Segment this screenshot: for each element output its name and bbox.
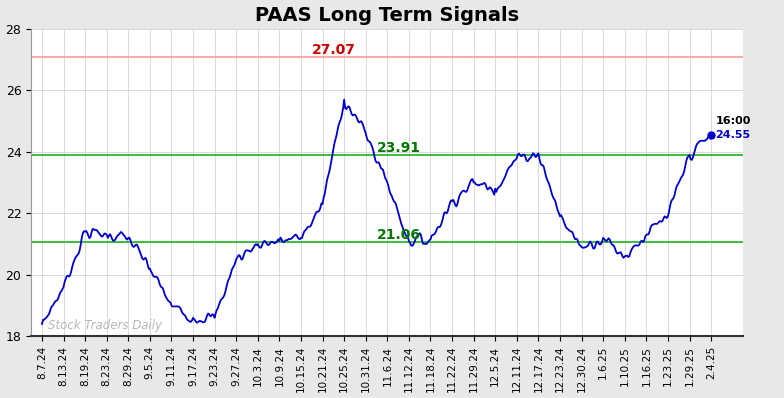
Text: Stock Traders Daily: Stock Traders Daily (49, 320, 162, 332)
Text: 16:00: 16:00 (716, 116, 751, 126)
Title: PAAS Long Term Signals: PAAS Long Term Signals (256, 6, 519, 25)
Text: 24.55: 24.55 (716, 130, 750, 140)
Text: 27.07: 27.07 (311, 43, 355, 57)
Text: 23.91: 23.91 (376, 140, 420, 154)
Text: 21.06: 21.06 (376, 228, 420, 242)
